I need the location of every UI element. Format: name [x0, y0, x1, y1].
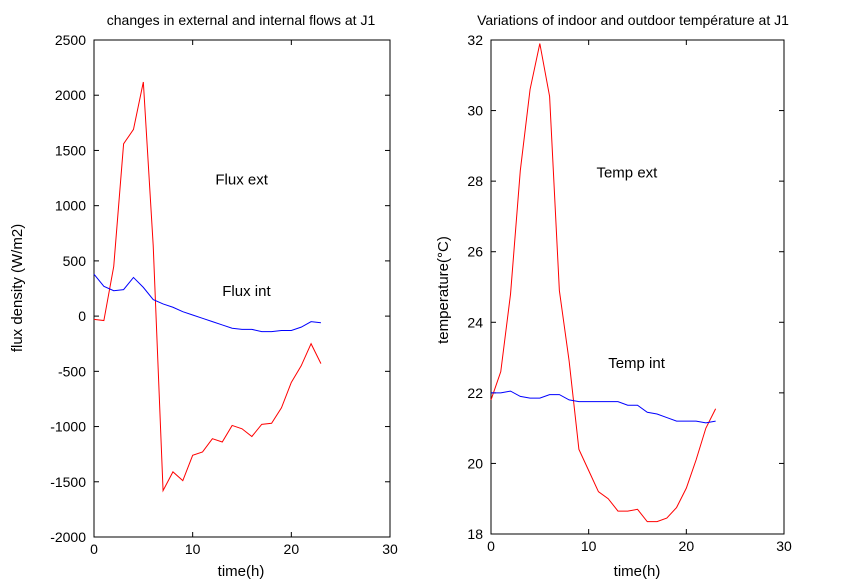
- temperature-series-line-0: [490, 43, 717, 523]
- temperature-series-line-1: [491, 390, 716, 424]
- temperature-y-tick-label: 18: [467, 526, 483, 542]
- temperature-annotation: Temp int: [608, 355, 666, 372]
- temperature-ticks: 0 10 20 30 18 20 22 24 26 28 30 32: [467, 32, 792, 554]
- flux-chart-title: changes in external and internal flows a…: [107, 12, 376, 28]
- flux-series: [93, 81, 322, 493]
- flux-annotation: Flux int: [222, 283, 271, 300]
- temperature-x-axis-label: time(h): [614, 563, 661, 580]
- flux-y-tick-label: 2000: [55, 87, 86, 103]
- temperature-x-tick-label: 10: [581, 538, 597, 554]
- flux-x-tick-label: 20: [284, 541, 300, 557]
- temperature-y-tick-label: 24: [467, 314, 483, 330]
- flux-y-axis-label: flux density (W/m2): [9, 224, 26, 352]
- temperature-y-tick-label: 20: [467, 455, 483, 471]
- flux-y-tick-label: 500: [63, 253, 87, 269]
- flux-annotations: Flux ext Flux int: [215, 172, 271, 301]
- temperature-y-tick-label: 26: [467, 244, 483, 260]
- flux-ticks: 0 10 20 30 -2000 -1500 -1000 -500 0 500 1000 1500 20…: [50, 32, 398, 557]
- flux-annotation: Flux ext: [215, 172, 268, 189]
- flux-y-tick-label: -2000: [50, 529, 86, 545]
- flux-y-tick-label: 2500: [55, 32, 86, 48]
- temperature-chart: Variations of indoor and outdoor tempéra…: [435, 12, 792, 580]
- temperature-annotations: Temp ext Temp int: [596, 165, 665, 373]
- flux-x-axis-label: time(h): [218, 563, 265, 580]
- flux-plot-frame: [93, 39, 391, 538]
- temperature-y-tick-label: 22: [467, 385, 483, 401]
- flux-y-tick-label: 0: [78, 308, 86, 324]
- flux-chart: changes in external and internal flows a…: [9, 12, 398, 580]
- temperature-y-tick-label: 30: [467, 103, 483, 119]
- temperature-x-tick-label: 30: [776, 538, 792, 554]
- flux-series-line-1: [93, 273, 321, 333]
- flux-y-tick-label: -1500: [50, 474, 86, 490]
- flux-x-tick-label: 10: [185, 541, 201, 557]
- flux-y-tick-label: -1000: [50, 419, 86, 435]
- flux-series-line-0: [93, 81, 322, 493]
- flux-y-tick-label: 1000: [55, 198, 86, 214]
- flux-x-tick-label: 30: [382, 541, 398, 557]
- temperature-annotation: Temp ext: [596, 165, 658, 182]
- temperature-series: [490, 43, 717, 523]
- flux-y-tick-label: 1500: [55, 142, 86, 158]
- temperature-y-tick-label: 32: [467, 32, 483, 48]
- temperature-y-axis-label: temperature(°C): [435, 236, 452, 344]
- temperature-x-tick-label: 0: [487, 538, 495, 554]
- flux-y-tick-label: -500: [58, 363, 86, 379]
- temperature-x-tick-label: 20: [679, 538, 695, 554]
- temperature-y-tick-label: 28: [467, 173, 483, 189]
- temperature-plot-frame: [490, 39, 785, 535]
- temperature-chart-title: Variations of indoor and outdoor tempéra…: [477, 12, 789, 28]
- flux-x-tick-label: 0: [90, 541, 98, 557]
